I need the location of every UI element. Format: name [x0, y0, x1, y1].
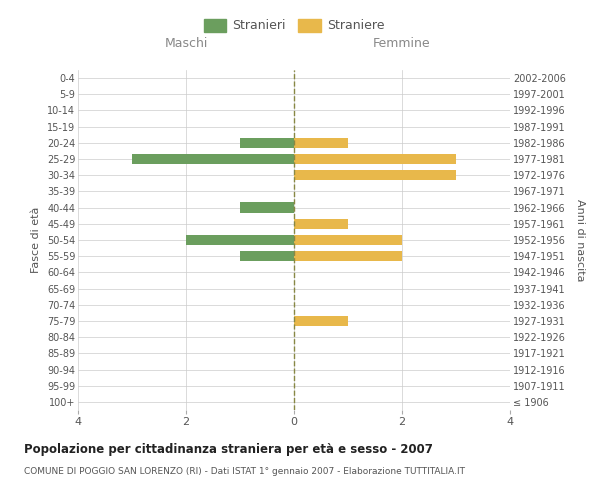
Bar [186, 234, 294, 246]
Bar [240, 251, 294, 262]
Text: Maschi: Maschi [164, 37, 208, 50]
Bar [240, 138, 294, 148]
Bar [240, 202, 294, 213]
Bar [294, 316, 348, 326]
Y-axis label: Fasce di età: Fasce di età [31, 207, 41, 273]
Bar [294, 170, 456, 180]
Bar [294, 234, 402, 246]
Bar [294, 154, 456, 164]
Text: Popolazione per cittadinanza straniera per età e sesso - 2007: Popolazione per cittadinanza straniera p… [24, 442, 433, 456]
Legend: Stranieri, Straniere: Stranieri, Straniere [200, 15, 388, 36]
Bar [294, 251, 402, 262]
Bar [294, 218, 348, 229]
Text: Femmine: Femmine [373, 37, 431, 50]
Bar [294, 138, 348, 148]
Text: COMUNE DI POGGIO SAN LORENZO (RI) - Dati ISTAT 1° gennaio 2007 - Elaborazione TU: COMUNE DI POGGIO SAN LORENZO (RI) - Dati… [24, 468, 465, 476]
Y-axis label: Anni di nascita: Anni di nascita [575, 198, 585, 281]
Bar [132, 154, 294, 164]
